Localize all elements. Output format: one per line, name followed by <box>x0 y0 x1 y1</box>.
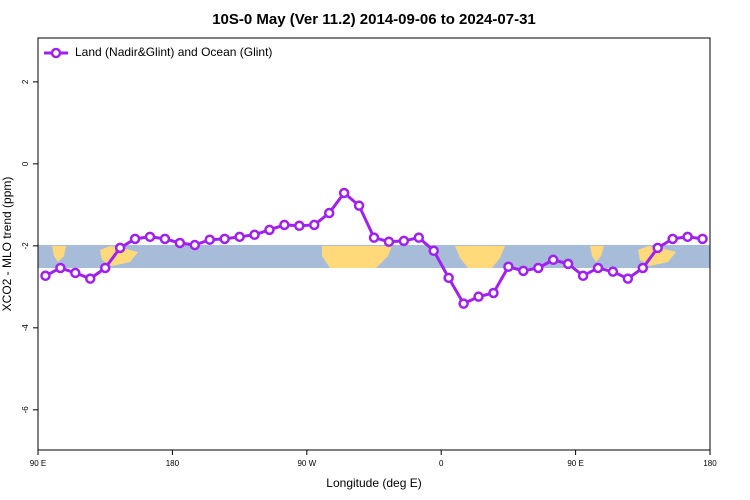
data-point <box>70 267 81 279</box>
data-point <box>458 298 469 309</box>
map-strip <box>38 245 710 268</box>
data-point <box>294 220 305 232</box>
data-point <box>488 287 499 299</box>
data-point <box>697 233 708 245</box>
data-point <box>533 262 544 274</box>
chart-title: 10S-0 May (Ver 11.2) 2014-09-06 to 2024-… <box>212 11 536 28</box>
data-point <box>264 224 275 236</box>
data-point <box>189 239 201 251</box>
data-point <box>338 187 350 199</box>
data-point <box>114 242 126 254</box>
data-point <box>637 262 649 274</box>
data-point <box>204 234 215 245</box>
data-point <box>129 233 141 245</box>
data-point <box>503 261 514 273</box>
data-point <box>413 232 425 243</box>
data-point <box>234 231 245 243</box>
x-tick-label: 90 W <box>297 459 316 468</box>
data-point <box>174 237 186 249</box>
data-point <box>85 273 96 284</box>
data-point <box>144 231 156 243</box>
y-tick-label: 2 <box>21 79 30 84</box>
x-tick-label: 0 <box>439 459 444 468</box>
data-point <box>40 270 51 282</box>
data-point <box>682 231 693 243</box>
data-point <box>159 233 171 245</box>
data-point <box>99 262 111 274</box>
data-point <box>279 219 290 231</box>
data-point <box>428 245 439 257</box>
legend-label: Land (Nadir&Glint) and Ocean (Glint) <box>75 45 272 59</box>
data-point <box>562 258 574 270</box>
y-axis-label: XCO2 - MLO trend (ppm) <box>0 177 14 312</box>
data-point <box>607 266 619 277</box>
data-point <box>398 235 410 247</box>
data-point <box>592 262 604 274</box>
data-point <box>353 200 365 211</box>
data-point <box>323 207 335 219</box>
data-point <box>443 272 454 284</box>
data-point <box>249 229 260 241</box>
x-tick-label: 180 <box>703 459 717 468</box>
x-axis-label: Longitude (deg E) <box>326 476 421 490</box>
data-point <box>667 233 678 245</box>
data-point <box>383 236 395 247</box>
data-point <box>518 265 529 277</box>
y-tick-label: -6 <box>21 406 30 414</box>
x-tick-label: 90 E <box>567 459 583 468</box>
data-point <box>473 291 484 302</box>
data-point <box>219 233 230 245</box>
data-point <box>55 262 66 274</box>
data-point <box>368 232 380 243</box>
data-point <box>547 254 559 266</box>
data-point <box>309 219 320 231</box>
x-tick-label: 90 E <box>30 459 46 468</box>
x-tick-label: 180 <box>166 459 180 468</box>
data-point <box>577 270 589 282</box>
y-tick-label: -4 <box>21 324 30 332</box>
legend-marker <box>50 47 62 59</box>
data-point <box>652 242 663 254</box>
y-tick-label: 0 <box>21 161 30 166</box>
y-tick-label: -2 <box>21 242 30 250</box>
data-point <box>622 273 634 284</box>
plot-frame <box>37 37 711 451</box>
